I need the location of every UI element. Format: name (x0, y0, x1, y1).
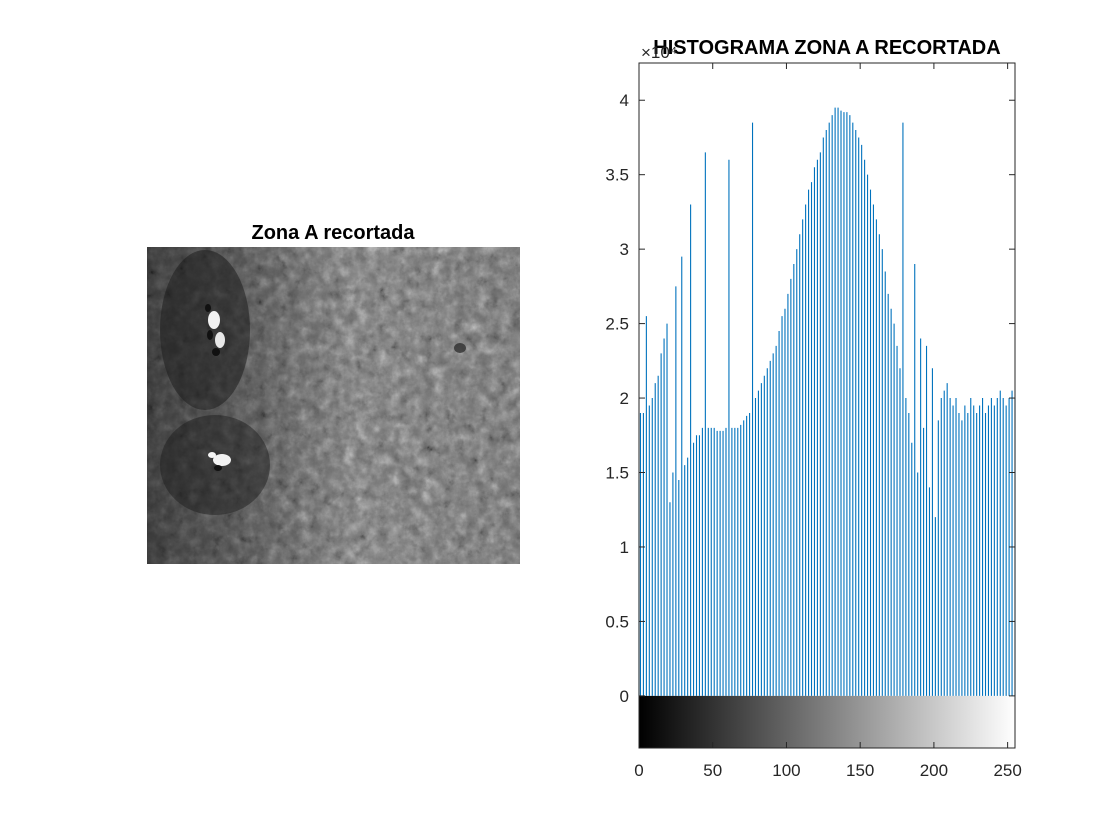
y-tick-label: 3.5 (605, 166, 629, 185)
y-tick-label: 1 (620, 538, 629, 557)
left-panel-title: Zona A recortada (252, 222, 416, 244)
y-tick-label: 4 (620, 91, 629, 110)
axis-ticks (638, 63, 1015, 748)
satellite-image (147, 247, 520, 564)
y-tick-label: 0 (620, 687, 629, 706)
x-tick-label: 200 (920, 761, 948, 780)
histogram-panel: HISTOGRAMA ZONA A RECORTADA ×10⁴ 0 0.5 1 1.… (605, 37, 1021, 780)
snow-peaks (205, 304, 231, 471)
histogram-bars (638, 107, 1016, 696)
y-tick-label: 2 (620, 389, 629, 408)
histogram-title: HISTOGRAMA ZONA A RECORTADA (653, 37, 1000, 59)
colorbar (639, 695, 1015, 748)
x-tick-labels: 0 50 100 150 200 250 (634, 761, 1022, 780)
x-tick-label: 50 (703, 761, 722, 780)
x-tick-label: 250 (993, 761, 1021, 780)
y-tick-label: 0.5 (605, 612, 629, 631)
x-tick-label: 150 (846, 761, 874, 780)
x-tick-label: 100 (772, 761, 800, 780)
left-panel: Zona A recortada (147, 222, 520, 564)
y-exponent-label: ×10⁴ (641, 43, 677, 62)
x-tick-label: 0 (634, 761, 643, 780)
plot-box (638, 62, 1016, 749)
y-tick-label: 1.5 (605, 464, 629, 483)
y-tick-labels: 0 0.5 1 1.5 2 2.5 3 3.5 4 (605, 91, 629, 706)
y-tick-label: 2.5 (605, 315, 629, 334)
y-tick-label: 3 (620, 240, 629, 259)
